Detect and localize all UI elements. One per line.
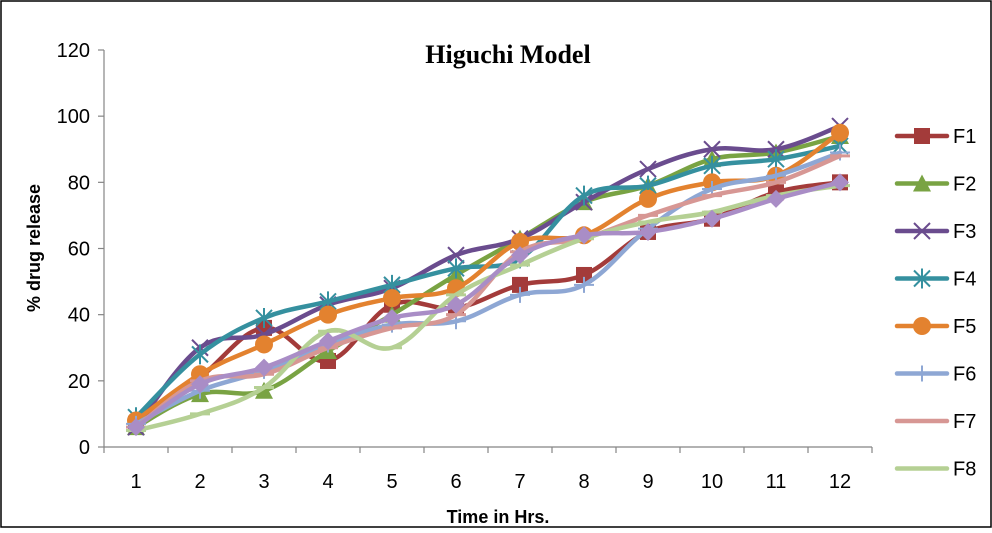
- x-tick-label: 7: [514, 471, 525, 493]
- x-tick-label: 2: [194, 471, 205, 493]
- y-tick-label: 60: [68, 239, 90, 261]
- legend-item-f8: F8: [894, 459, 976, 481]
- data-point-unlabeled: [575, 226, 593, 245]
- data-point-f4: [575, 185, 593, 206]
- data-point-unlabeled: [191, 375, 209, 394]
- x-tick-label: 6: [450, 471, 461, 493]
- x-tick-label: 4: [322, 471, 333, 493]
- data-point-f4: [703, 155, 721, 176]
- data-point-f3: [447, 246, 465, 264]
- series-unlabeled: [127, 173, 849, 437]
- legend-item-f6: F6: [894, 364, 976, 386]
- legend-item-f4: F4: [894, 268, 976, 291]
- legend-label: F7: [953, 411, 976, 433]
- data-point-unlabeled: [767, 189, 785, 208]
- y-tick-label: 40: [68, 305, 90, 327]
- y-tick-label: 80: [68, 172, 90, 194]
- series-f5: [127, 123, 849, 430]
- x-tick-label: 9: [642, 471, 653, 493]
- series-line-f6: [133, 150, 843, 427]
- series-line-f3: [133, 123, 843, 430]
- data-point-unlabeled: [319, 332, 337, 351]
- x-tick-label: 5: [386, 471, 397, 493]
- y-tick-label: 120: [57, 40, 90, 62]
- x-tick-label: 12: [829, 471, 851, 493]
- legend-swatch-marker: [913, 174, 931, 192]
- data-point-f6: [574, 276, 594, 293]
- legend-label: F1: [953, 126, 976, 148]
- data-point-f4: [255, 307, 273, 328]
- data-point-f4: [191, 344, 209, 365]
- legend-layer: F1 F2 F3 F4 F5 F6 F7 F8: [894, 126, 976, 481]
- data-point-f5: [383, 289, 401, 308]
- data-point-f6: [510, 286, 530, 303]
- data-point-unlabeled: [447, 295, 465, 314]
- data-point-f5: [639, 189, 657, 208]
- data-point-f3: [639, 160, 657, 178]
- data-point-unlabeled: [255, 358, 273, 377]
- x-axis-title: Time in Hrs.: [447, 507, 550, 527]
- data-point-f1: [512, 276, 528, 293]
- data-point-unlabeled: [127, 418, 145, 437]
- y-tick-label: 100: [57, 106, 90, 128]
- legend-item-f7: F7: [894, 411, 976, 433]
- data-point-unlabeled: [383, 308, 401, 327]
- series-f8: [126, 183, 850, 433]
- y-axis-title: % drug release: [24, 184, 44, 312]
- data-point-f5: [831, 123, 849, 142]
- legend-item-f5: F5: [894, 316, 976, 338]
- data-point-unlabeled: [703, 209, 721, 228]
- x-tick-label: 8: [578, 471, 589, 493]
- legend-item-f3: F3: [894, 221, 976, 243]
- data-point-f5: [255, 335, 273, 354]
- data-point-f1: [576, 266, 592, 283]
- legend-swatch-marker: [914, 128, 930, 144]
- data-point-unlabeled: [831, 173, 849, 192]
- data-point-f3: [703, 140, 721, 158]
- x-tick-label: 1: [130, 471, 141, 493]
- legend-item-f2: F2: [894, 174, 976, 196]
- x-tick-label: 10: [701, 471, 723, 493]
- data-point-unlabeled: [511, 246, 529, 265]
- legend-label: F8: [953, 459, 976, 481]
- data-point-unlabeled: [639, 222, 657, 241]
- x-tick-label: 3: [258, 471, 269, 493]
- legend-label: F5: [953, 316, 976, 338]
- y-tick-label: 0: [79, 437, 90, 459]
- legend-item-f1: F1: [894, 126, 976, 148]
- legend-swatch-marker: [912, 365, 932, 382]
- chart-title: Higuchi Model: [425, 40, 590, 69]
- legend-swatch-marker: [913, 268, 931, 289]
- legend-swatch-marker: [913, 222, 931, 240]
- series-layer: [126, 117, 850, 437]
- data-point-f4: [767, 149, 785, 170]
- legend-label: F6: [953, 364, 976, 386]
- y-tick-label: 20: [68, 371, 90, 393]
- x-tick-label: 11: [766, 471, 787, 493]
- data-point-f5: [319, 305, 337, 324]
- legend-swatch-marker: [913, 317, 931, 335]
- legend-label: F2: [953, 174, 976, 196]
- data-point-f2: [255, 381, 273, 399]
- data-point-f4: [447, 258, 465, 279]
- legend-label: F4: [953, 269, 976, 291]
- legend-label: F3: [953, 221, 976, 243]
- data-point-f5: [511, 232, 529, 251]
